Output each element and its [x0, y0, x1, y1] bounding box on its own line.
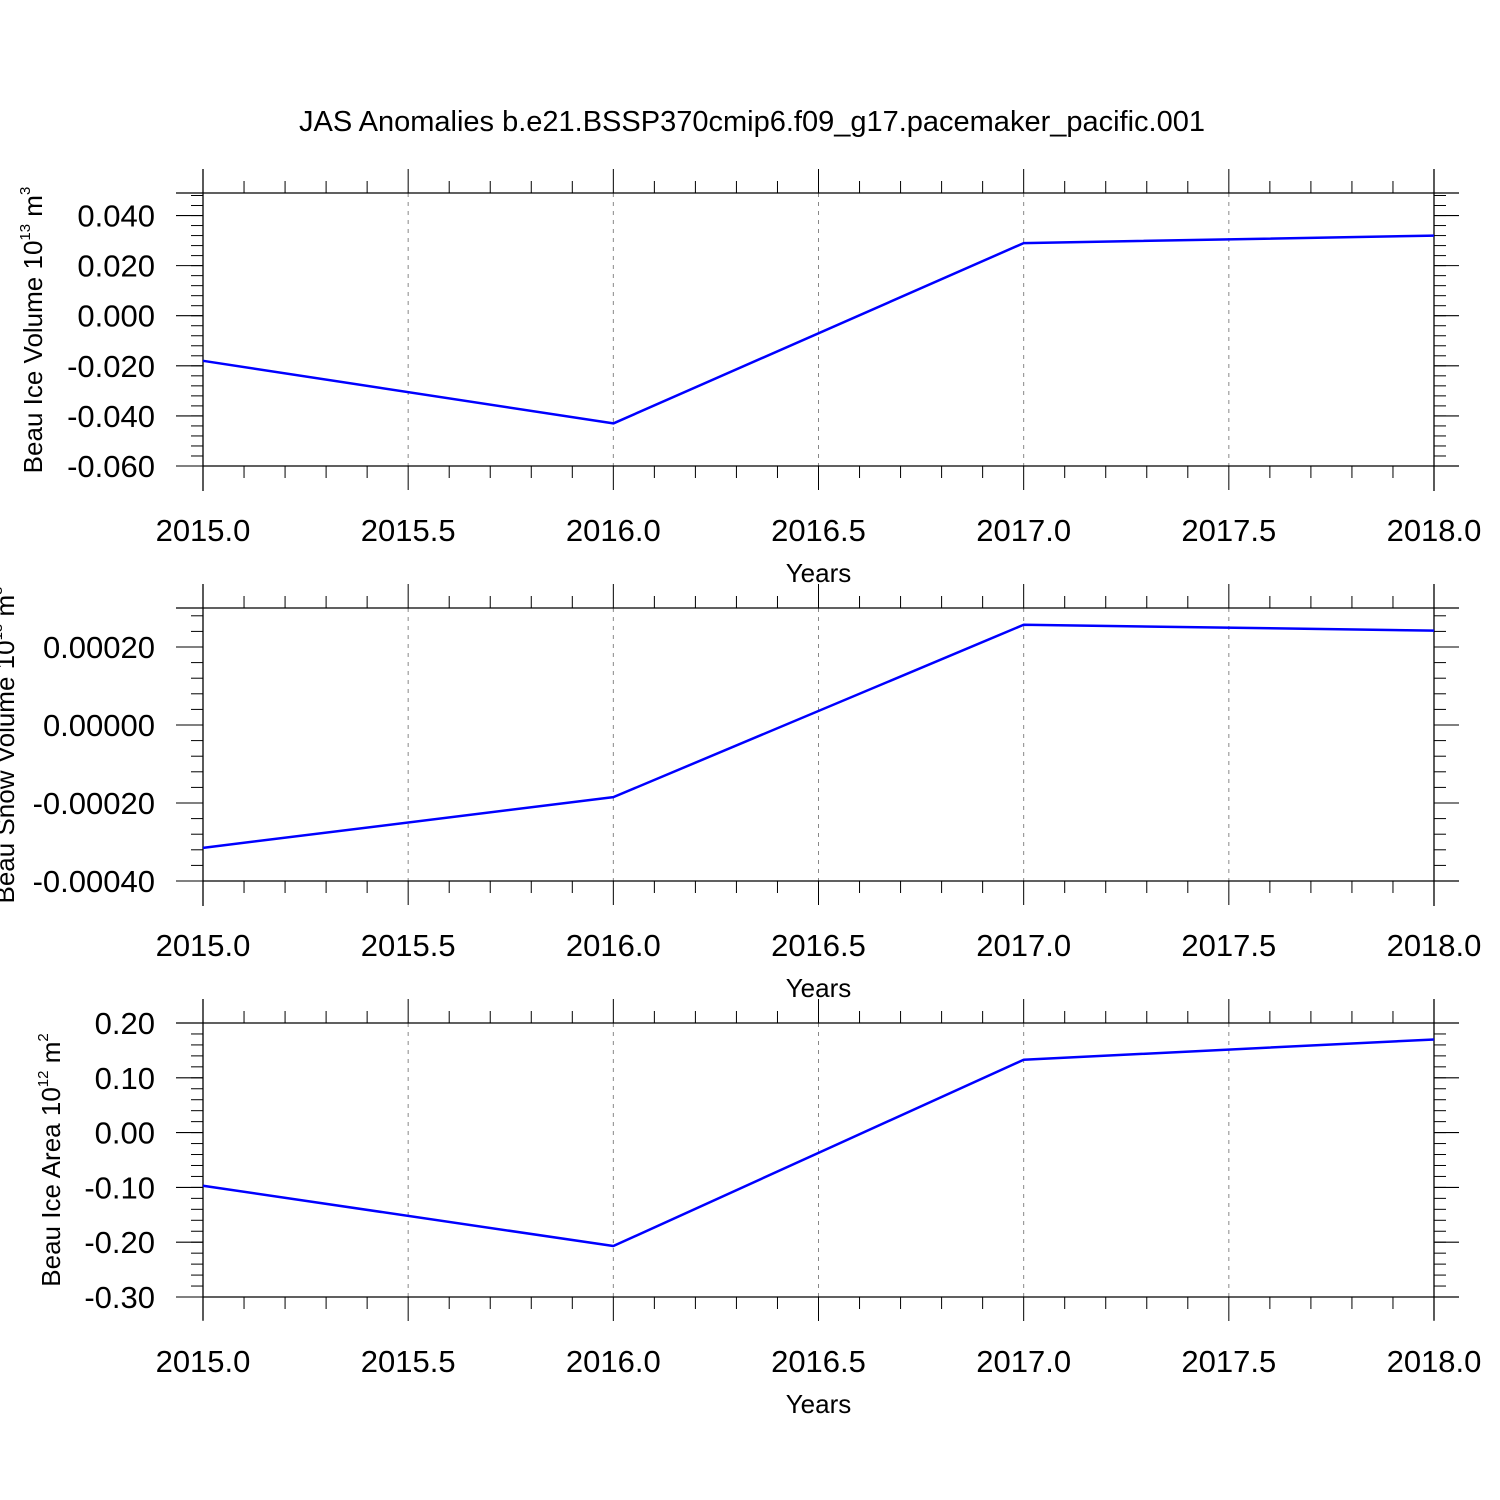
y-tick-label: 0.020 [77, 249, 155, 284]
y-axis-label-superscript: 3 [0, 587, 6, 595]
x-axis-label: Years [786, 973, 852, 1003]
y-tick-label: 0.20 [95, 1006, 155, 1041]
x-axis-label: Years [786, 1389, 852, 1419]
y-tick-label: -0.30 [84, 1280, 155, 1315]
x-tick-label: 2015.0 [156, 513, 251, 548]
y-tick-label: 0.040 [77, 199, 155, 234]
x-tick-label: 2018.0 [1387, 928, 1482, 963]
y-tick-label: -0.20 [84, 1225, 155, 1260]
y-tick-label: -0.00040 [33, 864, 155, 899]
x-tick-label: 2015.5 [361, 1344, 456, 1379]
x-tick-label: 2016.0 [566, 928, 661, 963]
x-axis-label: Years [786, 558, 852, 588]
x-tick-label: 2015.0 [156, 928, 251, 963]
y-tick-label: 0.00000 [43, 708, 155, 743]
x-tick-label: 2015.5 [361, 513, 456, 548]
y-axis-label-superscript: 3 [17, 187, 34, 195]
y-axis-label-superscript: 13 [0, 624, 6, 641]
x-tick-label: 2017.5 [1181, 928, 1276, 963]
x-tick-label: 2017.0 [976, 1344, 1071, 1379]
figure-title: JAS Anomalies b.e21.BSSP370cmip6.f09_g17… [299, 106, 1205, 138]
x-tick-label: 2016.0 [566, 513, 661, 548]
x-tick-label: 2016.5 [771, 928, 866, 963]
y-tick-label: 0.00 [95, 1116, 155, 1151]
y-axis-label-text: Beau Ice Volume 10 [18, 241, 48, 474]
y-tick-label: -0.00020 [33, 786, 155, 821]
y-axis-label: Beau Ice Area 1012 m2 [35, 1033, 66, 1286]
y-tick-label: -0.020 [67, 349, 155, 384]
y-axis-label-superscript: 13 [17, 224, 34, 241]
y-axis-label: Beau Snow Volume 1013 m3 [0, 587, 20, 904]
x-tick-label: 2017.5 [1181, 1344, 1276, 1379]
y-axis-label-text: Beau Snow Volume 10 [0, 640, 20, 903]
y-tick-label: -0.060 [67, 449, 155, 484]
chart-panel-2: -0.00040 -0.00020 0.00000 0.00020 2015.0 2015… [0, 584, 1481, 1003]
y-tick-label: 0.000 [77, 299, 155, 334]
x-tick-label: 2017.0 [976, 928, 1071, 963]
series-line [202, 1038, 1435, 1248]
series-line [202, 234, 1435, 425]
y-axis-label-superscript: 2 [35, 1033, 52, 1041]
y-axis-label-text: m [36, 1042, 66, 1071]
x-tick-label: 2016.5 [771, 513, 866, 548]
y-axis-label-text: m [18, 195, 48, 224]
y-tick-label: -0.040 [67, 399, 155, 434]
y-axis-label: Beau Ice Volume 1013 m3 [17, 187, 48, 474]
x-tick-label: 2018.0 [1387, 1344, 1482, 1379]
y-axis-label-superscript: 12 [35, 1071, 52, 1088]
x-tick-label: 2017.5 [1181, 513, 1276, 548]
chart-panel-3: -0.30 -0.20 -0.10 0.00 0.10 0.20 2015.0 2015.5 2… [35, 999, 1481, 1419]
series-line [202, 623, 1435, 850]
chart-panel-1: -0.060 -0.040 -0.020 0.000 0.020 0.040 2015.0 2… [17, 169, 1481, 588]
x-tick-label: 2016.0 [566, 1344, 661, 1379]
x-tick-label: 2017.0 [976, 513, 1071, 548]
y-tick-label: 0.10 [95, 1061, 155, 1096]
x-tick-label: 2015.0 [156, 1344, 251, 1379]
x-tick-label: 2016.5 [771, 1344, 866, 1379]
y-axis-label-text: Beau Ice Area 10 [36, 1087, 66, 1286]
x-tick-label: 2015.5 [361, 928, 456, 963]
x-tick-label: 2018.0 [1387, 513, 1482, 548]
y-tick-label: 0.00020 [43, 630, 155, 665]
chart-panels: -0.060 -0.040 -0.020 0.000 0.020 0.040 2015.0 2… [0, 169, 1481, 1419]
y-axis-label-text: m [0, 595, 20, 624]
y-tick-label: -0.10 [84, 1170, 155, 1205]
